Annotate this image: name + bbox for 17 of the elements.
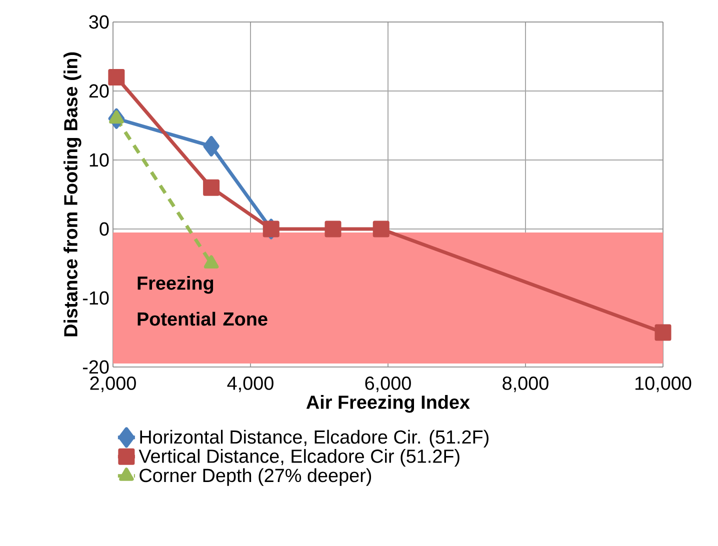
x-tick-label: 4,000	[227, 376, 274, 392]
y-tick-label: -20	[82, 360, 109, 374]
x-tick-label: 2,000	[90, 376, 136, 392]
x-axis-title: Air Freezing Index	[306, 394, 470, 413]
band-label: Freezing Potential Zone	[138, 276, 268, 326]
y-tick-label: 0	[100, 222, 109, 236]
y-tick-label: -10	[82, 291, 109, 305]
x-tick-label: 10,000	[635, 376, 692, 392]
legend-label: Corner Depth (27% deeper)	[140, 468, 372, 486]
y-axis-title: Distance from Footing Base (in)	[64, 52, 82, 336]
x-tick-label: 6,000	[365, 376, 411, 392]
y-tick-label: 10	[90, 153, 109, 167]
x-tick-label: 8,000	[502, 376, 548, 392]
y-tick-label: 20	[89, 84, 109, 98]
legend-label: Vertical Distance, Elcadore Cir (51.2F)	[138, 449, 460, 467]
legend-label: Horizontal Distance, Elcadore Cir. (51.2F)	[140, 430, 488, 448]
y-tick-label: 30	[89, 15, 109, 29]
